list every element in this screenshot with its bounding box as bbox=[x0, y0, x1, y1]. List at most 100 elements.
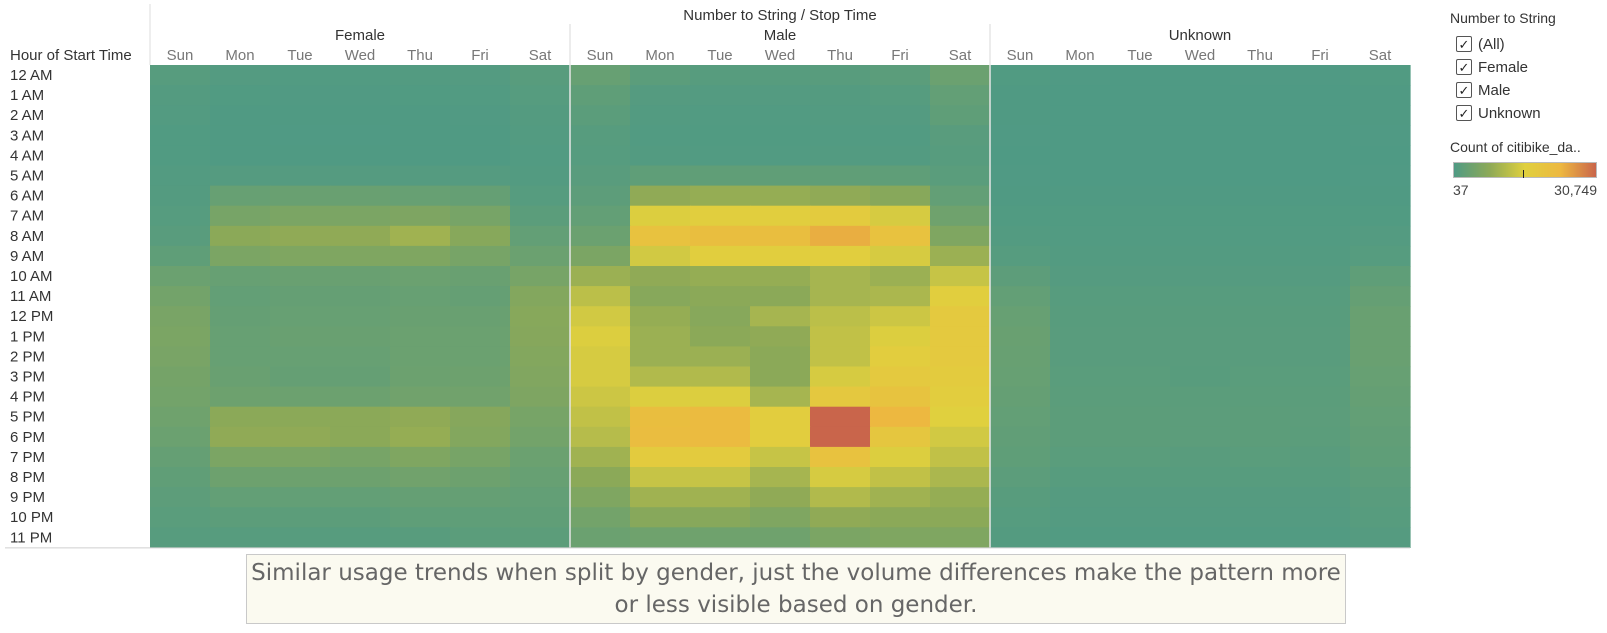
heatmap-cell[interactable] bbox=[630, 386, 691, 408]
heatmap-cell[interactable] bbox=[150, 286, 211, 307]
heatmap-cell[interactable] bbox=[450, 105, 511, 126]
heatmap-cell[interactable] bbox=[210, 366, 271, 388]
heatmap-cell[interactable] bbox=[330, 426, 391, 448]
heatmap-cell[interactable] bbox=[690, 326, 751, 347]
heatmap-cell[interactable] bbox=[150, 487, 211, 508]
heatmap-cell[interactable] bbox=[570, 386, 631, 408]
heatmap-cell[interactable] bbox=[930, 205, 991, 227]
heatmap-cell[interactable] bbox=[630, 185, 691, 207]
heatmap-cell[interactable] bbox=[390, 406, 451, 428]
filter-item[interactable]: ✓ Male bbox=[1456, 80, 1511, 100]
heatmap-cell[interactable] bbox=[150, 446, 211, 468]
heatmap-cell[interactable] bbox=[510, 467, 571, 488]
heatmap-cell[interactable] bbox=[270, 266, 331, 287]
heatmap-cell[interactable] bbox=[810, 446, 871, 468]
heatmap-cell[interactable] bbox=[570, 85, 631, 106]
heatmap-cell[interactable] bbox=[690, 446, 751, 468]
heatmap-cell[interactable] bbox=[1290, 65, 1351, 86]
heatmap-cell[interactable] bbox=[750, 527, 811, 548]
heatmap-cell[interactable] bbox=[210, 125, 271, 146]
heatmap-cell[interactable] bbox=[810, 346, 871, 368]
heatmap-cell[interactable] bbox=[1050, 326, 1111, 347]
heatmap-cell[interactable] bbox=[1050, 225, 1111, 247]
heatmap-cell[interactable] bbox=[930, 105, 991, 126]
heatmap-cell[interactable] bbox=[150, 165, 211, 187]
heatmap-cell[interactable] bbox=[330, 165, 391, 187]
heatmap-cell[interactable] bbox=[630, 65, 691, 86]
heatmap-cell[interactable] bbox=[990, 205, 1051, 227]
heatmap-cell[interactable] bbox=[390, 225, 451, 247]
heatmap-cell[interactable] bbox=[1050, 366, 1111, 388]
heatmap-cell[interactable] bbox=[1230, 85, 1291, 106]
heatmap-cell[interactable] bbox=[510, 326, 571, 347]
heatmap-cell[interactable] bbox=[510, 406, 571, 428]
heatmap-cell[interactable] bbox=[1170, 245, 1231, 267]
heatmap-cell[interactable] bbox=[630, 266, 691, 287]
heatmap-cell[interactable] bbox=[570, 487, 631, 508]
heatmap-cell[interactable] bbox=[210, 205, 271, 227]
heatmap-cell[interactable] bbox=[390, 145, 451, 167]
heatmap-cell[interactable] bbox=[150, 205, 211, 227]
heatmap-cell[interactable] bbox=[630, 406, 691, 428]
heatmap-cell[interactable] bbox=[630, 446, 691, 468]
heatmap-cell[interactable] bbox=[1110, 487, 1171, 508]
heatmap-cell[interactable] bbox=[870, 406, 931, 428]
heatmap-cell[interactable] bbox=[150, 65, 211, 86]
heatmap-cell[interactable] bbox=[330, 306, 391, 327]
heatmap-cell[interactable] bbox=[510, 205, 571, 227]
heatmap-cell[interactable] bbox=[750, 346, 811, 368]
heatmap-cell[interactable] bbox=[990, 165, 1051, 187]
heatmap-cell[interactable] bbox=[1230, 145, 1291, 167]
heatmap-cell[interactable] bbox=[510, 245, 571, 267]
heatmap-cell[interactable] bbox=[450, 406, 511, 428]
heatmap-cell[interactable] bbox=[690, 245, 751, 267]
heatmap-cell[interactable] bbox=[870, 286, 931, 307]
heatmap-cell[interactable] bbox=[150, 105, 211, 126]
heatmap-cell[interactable] bbox=[1350, 85, 1411, 106]
heatmap-cell[interactable] bbox=[630, 125, 691, 146]
heatmap-cell[interactable] bbox=[990, 386, 1051, 408]
heatmap-cell[interactable] bbox=[1350, 145, 1411, 167]
heatmap-cell[interactable] bbox=[390, 306, 451, 327]
heatmap-cell[interactable] bbox=[210, 487, 271, 508]
heatmap-cell[interactable] bbox=[1350, 507, 1411, 528]
heatmap-cell[interactable] bbox=[1290, 527, 1351, 548]
heatmap-cell[interactable] bbox=[1170, 467, 1231, 488]
heatmap-cell[interactable] bbox=[750, 165, 811, 187]
heatmap-cell[interactable] bbox=[570, 306, 631, 327]
heatmap-cell[interactable] bbox=[810, 426, 871, 448]
heatmap-cell[interactable] bbox=[1110, 507, 1171, 528]
heatmap-cell[interactable] bbox=[750, 366, 811, 388]
heatmap-cell[interactable] bbox=[450, 507, 511, 528]
heatmap-cell[interactable] bbox=[1290, 366, 1351, 388]
heatmap-cell[interactable] bbox=[270, 245, 331, 267]
heatmap-cell[interactable] bbox=[150, 406, 211, 428]
heatmap-cell[interactable] bbox=[990, 85, 1051, 106]
heatmap-cell[interactable] bbox=[1290, 225, 1351, 247]
heatmap-cell[interactable] bbox=[1170, 165, 1231, 187]
heatmap-cell[interactable] bbox=[1350, 487, 1411, 508]
checkbox-icon[interactable]: ✓ bbox=[1456, 59, 1472, 75]
heatmap-cell[interactable] bbox=[150, 346, 211, 368]
heatmap-cell[interactable] bbox=[1230, 125, 1291, 146]
heatmap-cell[interactable] bbox=[1050, 527, 1111, 548]
heatmap-cell[interactable] bbox=[630, 346, 691, 368]
heatmap-cell[interactable] bbox=[390, 386, 451, 408]
heatmap-cell[interactable] bbox=[1050, 85, 1111, 106]
heatmap-cell[interactable] bbox=[450, 346, 511, 368]
heatmap-cell[interactable] bbox=[750, 225, 811, 247]
heatmap-cell[interactable] bbox=[1350, 527, 1411, 548]
heatmap-cell[interactable] bbox=[270, 306, 331, 327]
heatmap-cell[interactable] bbox=[810, 145, 871, 167]
heatmap-cell[interactable] bbox=[510, 366, 571, 388]
heatmap-cell[interactable] bbox=[330, 105, 391, 126]
heatmap-cell[interactable] bbox=[1290, 507, 1351, 528]
heatmap-cell[interactable] bbox=[1170, 105, 1231, 126]
heatmap-cell[interactable] bbox=[330, 467, 391, 488]
heatmap-cell[interactable] bbox=[990, 245, 1051, 267]
heatmap-cell[interactable] bbox=[150, 426, 211, 448]
heatmap-cell[interactable] bbox=[870, 125, 931, 146]
heatmap-cell[interactable] bbox=[330, 225, 391, 247]
heatmap-cell[interactable] bbox=[450, 125, 511, 146]
heatmap-cell[interactable] bbox=[690, 85, 751, 106]
